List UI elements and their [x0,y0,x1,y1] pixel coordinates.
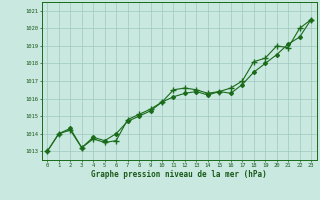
X-axis label: Graphe pression niveau de la mer (hPa): Graphe pression niveau de la mer (hPa) [91,170,267,179]
